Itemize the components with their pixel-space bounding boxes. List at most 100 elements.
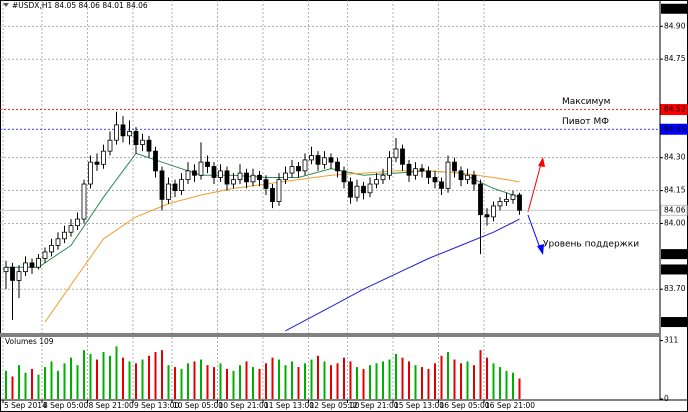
candle-body [302,159,308,172]
y-tick-label: 84.15 [664,186,686,195]
candle-body [23,262,28,273]
candle-body [452,161,457,172]
candle-body [426,170,431,178]
candle-body [432,177,438,183]
x-tick-label: 9 Sep 13:00 [134,401,180,410]
candle-body [517,194,522,211]
candle-body [114,124,119,141]
annotation: Уровень поддержки [543,240,639,250]
candle-body [211,166,217,178]
candle-body [361,185,366,194]
candle-body [387,157,392,176]
candle-body [263,179,269,189]
candle-body [146,139,152,152]
candle-body [445,161,451,189]
candle-body [354,185,360,198]
candle-body [257,174,262,181]
arrows [527,157,545,255]
volume-tick-label: 311 [664,336,679,345]
candle-body [29,262,35,268]
candle-body [341,170,347,183]
candle-body [192,170,197,176]
x-tick-label: 10 Sep 21:00 [219,401,269,410]
x-tick-label: 5 Sep 2014 [4,401,47,410]
candle-body [439,181,444,189]
x-tick-label: 16 Sep 21:00 [485,401,535,410]
level-label: 84.06 [664,205,686,214]
axis-marker-box [661,317,687,328]
candle-body [328,157,334,163]
candle-body [471,174,477,185]
volume-last: 109 [39,337,54,346]
x-tick-label: 12 Sep 05:00 [310,401,360,410]
candle-body [484,214,490,218]
candle-body [3,266,9,273]
level-text: Максимум [562,97,610,107]
candle-body [133,131,139,145]
candle-body [497,201,503,207]
arrow-up [527,163,542,213]
candle-body [289,166,295,174]
x-tick-label: 12 Sep 21:00 [349,401,399,410]
candle-body [244,172,249,183]
moving-average-line [285,218,520,332]
level-label-box [660,104,688,116]
arrow-head [538,157,545,167]
axis-marker-box [661,3,687,14]
x-tick-label: 10 Sep 05:00 [173,401,223,410]
header-icon [3,3,9,7]
axis-marker-label: 83.55 [664,317,686,326]
y-tick-label: 83.70 [664,284,686,293]
candle-body [296,166,301,172]
x-tick-label: 15 Sep 13:00 [394,401,444,410]
candle-body [400,148,405,165]
candle-body [49,244,54,253]
level-text: Пивот МФ [562,117,609,127]
candle-body [218,170,223,178]
candle-body [185,170,191,181]
arrow-down [527,214,541,249]
level-label: 84.52 [664,105,686,114]
level-label: 84.43 [664,124,686,133]
candle-body [62,231,67,240]
candle-body [367,183,373,194]
volume-title: Volumes 109 [5,337,54,346]
candle-body [68,225,74,233]
candle-body [36,258,41,268]
candle-body [478,183,483,216]
candle-body [107,139,113,152]
candle-body [315,155,321,165]
candle-body [75,218,80,227]
candle-body [380,174,386,181]
candle-body [198,161,204,176]
candles [3,111,522,320]
candle-body [419,168,425,172]
candle-body [179,179,184,191]
candle-body [250,174,256,183]
candle-body [88,161,93,185]
x-tick-label: 8 Sep 05:00 [43,401,89,410]
candle-body [413,168,418,176]
axis-marker-label: 83.86 [664,249,686,258]
candle-body [140,139,145,145]
y-tick-label: 84.00 [664,218,686,227]
axis-marker-box [661,249,687,260]
candle-body [94,161,100,165]
candle-body [10,266,15,281]
candle-body [510,194,516,200]
header: #USDX,H1 84.05 84.06 84.01 84.06 [12,1,148,10]
candle-body [166,183,171,200]
candle-body [491,205,496,218]
candle-body [406,163,412,176]
candle-body [172,183,178,191]
candle-body [159,170,165,200]
axis-marker-box [661,264,687,275]
candle-body [127,131,132,137]
arrow-head [537,244,544,255]
grid [0,0,660,399]
level-label-box [660,123,688,135]
candle-body [348,181,353,198]
axis-marker-label: 84.98 [664,4,686,13]
candle-body [393,148,399,159]
